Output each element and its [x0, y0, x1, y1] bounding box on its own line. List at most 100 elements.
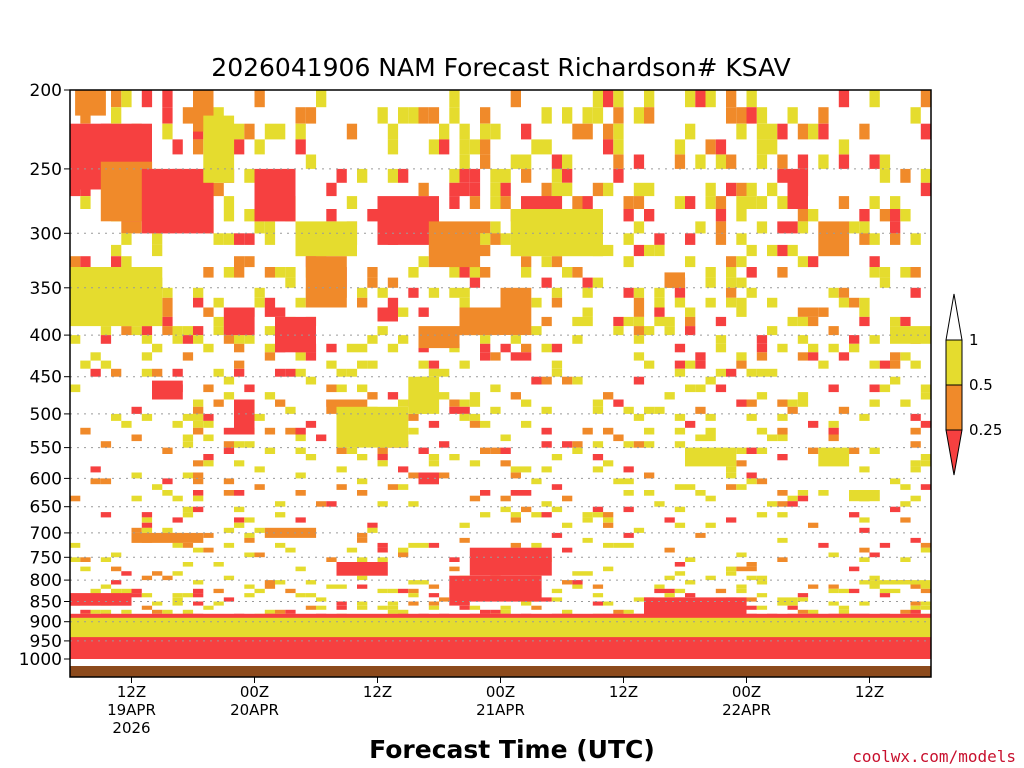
heatmap-cell: [90, 609, 101, 614]
heatmap-cell: [439, 472, 450, 479]
heatmap-cell: [685, 233, 696, 245]
heatmap-cell: [213, 297, 224, 308]
heatmap-cell: [920, 542, 932, 548]
heatmap-cell: [131, 221, 142, 234]
heatmap-cell: [541, 597, 552, 602]
heatmap-cell: [746, 566, 757, 572]
heatmap-cell: [736, 584, 747, 589]
heatmap-cell: [346, 368, 358, 377]
heatmap-cell: [213, 326, 224, 336]
heatmap-cell: [111, 244, 122, 257]
heatmap-cell: [275, 399, 286, 407]
heatmap-cell: [418, 256, 429, 268]
heatmap-cell: [695, 384, 706, 393]
heatmap-cell: [254, 527, 265, 533]
heatmap-cell: [223, 441, 235, 448]
heatmap-cell: [736, 484, 747, 490]
heatmap-cell: [777, 123, 788, 140]
heatmap-cell: [357, 601, 368, 606]
heatmap-cell: [726, 466, 737, 473]
heatmap-cell: [449, 196, 460, 209]
heatmap-cell: [193, 588, 204, 594]
heatmap-cell: [920, 384, 932, 393]
heatmap-cell: [726, 566, 737, 572]
heatmap-cell: [490, 352, 501, 361]
heatmap-cell: [244, 209, 255, 222]
heatmap-cell: [193, 413, 204, 421]
heatmap-cell: [408, 287, 419, 298]
heatmap-cell: [121, 221, 132, 234]
heatmap-cell: [90, 478, 101, 485]
heatmap-cell: [859, 527, 870, 533]
heatmap-cell: [531, 605, 542, 610]
heatmap-cell: [531, 297, 542, 308]
heatmap-cell: [613, 139, 624, 155]
heatmap-cell: [664, 517, 675, 523]
heatmap-cell: [449, 454, 460, 461]
heatmap-cell: [162, 478, 173, 485]
heatmap-cell: [111, 566, 122, 572]
heatmap-cell: [920, 392, 932, 400]
heatmap-cell: [623, 209, 634, 222]
heatmap-cell: [264, 267, 276, 278]
x-tick-label: 00Z: [732, 683, 761, 701]
heatmap-cell: [172, 593, 183, 598]
heatmap-cell: [736, 209, 747, 222]
heatmap-cell: [910, 495, 921, 502]
heatmap-cell: [572, 316, 583, 327]
heatmap-cell: [305, 107, 317, 124]
heatmap-cell: [387, 609, 399, 614]
heatmap-cell: [777, 601, 788, 606]
heatmap-cell: [387, 168, 399, 183]
heatmap-cell: [777, 244, 788, 257]
heatmap-cell: [633, 196, 645, 209]
heatmap-cell: [100, 360, 112, 369]
heatmap-cell: [551, 343, 563, 353]
heatmap-cell: [264, 584, 276, 589]
heatmap-cell: [613, 399, 624, 407]
heatmap-cell: [480, 512, 491, 518]
heatmap-cell: [726, 154, 737, 169]
heatmap-cell: [305, 605, 317, 610]
heatmap-cell: [521, 601, 532, 606]
heatmap-cell: [551, 368, 563, 377]
heatmap-cell: [521, 123, 532, 140]
heatmap-cell: [869, 360, 880, 369]
heatmap-cell: [879, 267, 891, 278]
heatmap-cell: [685, 484, 696, 490]
heatmap-cell: [572, 441, 583, 448]
heatmap-region: [859, 580, 932, 585]
heatmap-cell: [367, 392, 378, 400]
heatmap-cell: [654, 307, 665, 317]
heatmap-cell: [756, 352, 768, 361]
heatmap-cell: [285, 427, 296, 435]
x-tick-label: 12Z: [363, 683, 392, 701]
heatmap-cell: [664, 326, 675, 336]
heatmap-cell: [193, 287, 204, 298]
heatmap-cell: [295, 427, 306, 435]
heatmap-cell: [264, 307, 276, 317]
heatmap-cell: [428, 605, 440, 610]
heatmap-cell: [715, 209, 727, 222]
heatmap-cell: [346, 447, 358, 454]
heatmap-cell: [726, 368, 737, 377]
heatmap-cell: [756, 368, 768, 377]
heatmap-cell: [838, 90, 850, 108]
heatmap-cell: [316, 597, 327, 602]
heatmap-cell: [90, 352, 101, 361]
x-tick-label: 12Z: [855, 683, 884, 701]
heatmap-cell: [234, 490, 245, 496]
heatmap-cell: [818, 107, 829, 124]
heatmap-cell: [808, 256, 819, 268]
heatmap-cell: [623, 466, 634, 473]
heatmap-cell: [131, 472, 142, 479]
x-tick-label: 22APR: [722, 701, 771, 719]
heatmap-cell: [459, 537, 470, 543]
heatmap-cell: [428, 368, 440, 377]
heatmap-cell: [295, 593, 306, 598]
heatmap-cell: [838, 297, 850, 308]
heatmap-cell: [521, 168, 532, 183]
heatmap-cell: [603, 139, 614, 155]
heatmap-cell: [336, 484, 347, 490]
heatmap-cell: [572, 196, 583, 209]
